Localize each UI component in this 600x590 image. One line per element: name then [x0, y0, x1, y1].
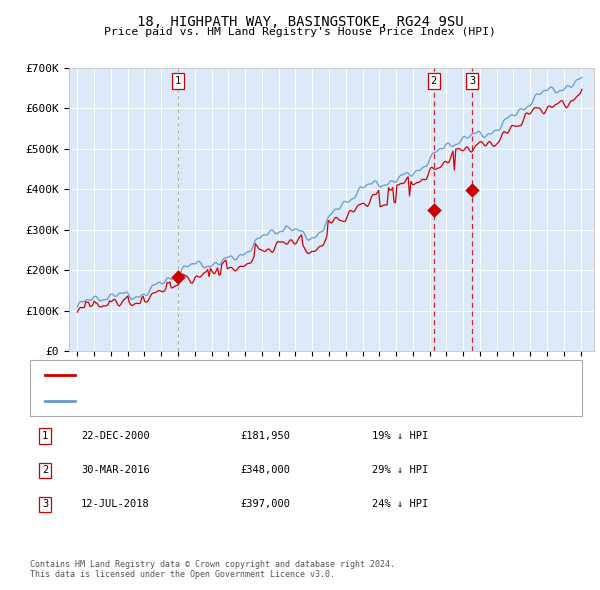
Text: 3: 3: [469, 76, 475, 86]
Text: 24% ↓ HPI: 24% ↓ HPI: [372, 500, 428, 509]
Text: Contains HM Land Registry data © Crown copyright and database right 2024.
This d: Contains HM Land Registry data © Crown c…: [30, 560, 395, 579]
Text: £181,950: £181,950: [240, 431, 290, 441]
Text: 22-DEC-2000: 22-DEC-2000: [81, 431, 150, 441]
Text: Price paid vs. HM Land Registry's House Price Index (HPI): Price paid vs. HM Land Registry's House …: [104, 27, 496, 37]
Text: 30-MAR-2016: 30-MAR-2016: [81, 466, 150, 475]
Text: 1: 1: [42, 431, 48, 441]
Text: 18, HIGHPATH WAY, BASINGSTOKE, RG24 9SU: 18, HIGHPATH WAY, BASINGSTOKE, RG24 9SU: [137, 15, 463, 29]
Text: £397,000: £397,000: [240, 500, 290, 509]
Text: HPI: Average price, detached house, Basingstoke and Deane: HPI: Average price, detached house, Basi…: [81, 396, 416, 406]
Point: [467, 186, 477, 195]
Text: 1: 1: [175, 76, 181, 86]
Text: 19% ↓ HPI: 19% ↓ HPI: [372, 431, 428, 441]
Text: 3: 3: [42, 500, 48, 509]
Point: [173, 273, 182, 282]
Text: 12-JUL-2018: 12-JUL-2018: [81, 500, 150, 509]
Text: 2: 2: [42, 466, 48, 475]
Text: £348,000: £348,000: [240, 466, 290, 475]
Text: 2: 2: [431, 76, 437, 86]
Text: 18, HIGHPATH WAY, BASINGSTOKE, RG24 9SU (detached house): 18, HIGHPATH WAY, BASINGSTOKE, RG24 9SU …: [81, 370, 410, 380]
Point: [429, 205, 439, 215]
Text: 29% ↓ HPI: 29% ↓ HPI: [372, 466, 428, 475]
